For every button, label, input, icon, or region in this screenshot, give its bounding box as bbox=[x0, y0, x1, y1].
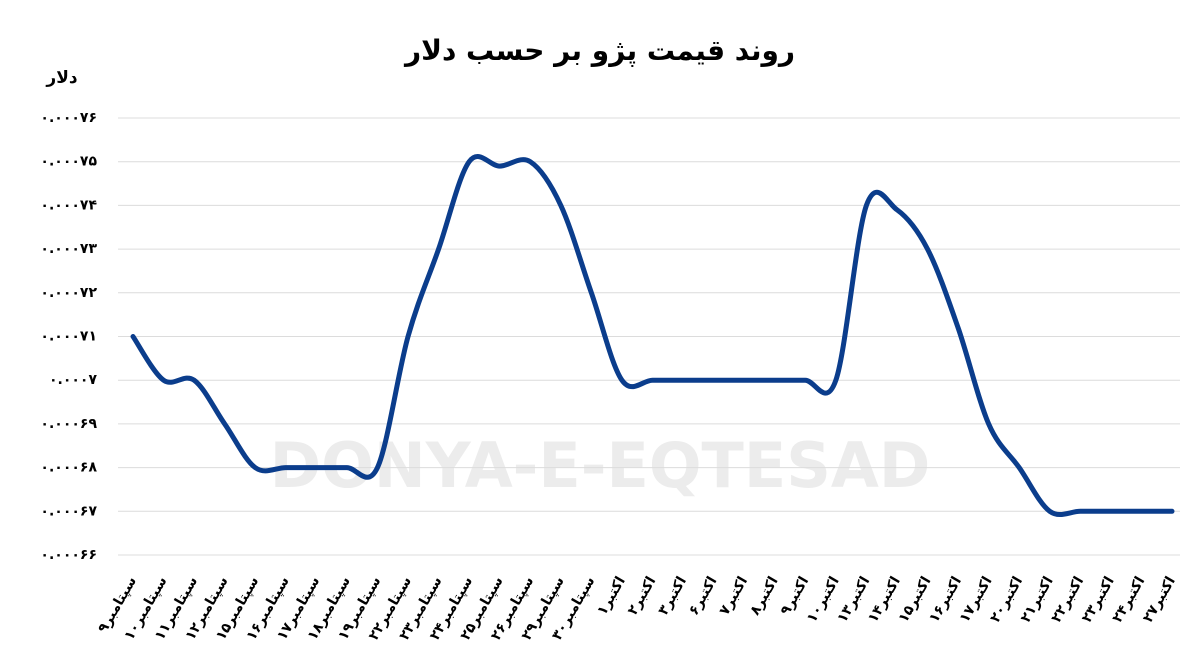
x-tick-label: ۲اکتبر bbox=[625, 574, 660, 618]
y-tick-label: ۰.۰۰۰۷۵ bbox=[40, 154, 97, 170]
y-tick-label: ۰.۰۰۰۶۸ bbox=[40, 460, 97, 476]
x-tick-label: ۸اکتبر bbox=[747, 574, 782, 618]
y-tick-label: ۰.۰۰۰۷۳ bbox=[40, 241, 97, 257]
x-tick-label: ۳اکتبر bbox=[655, 574, 690, 618]
y-tick-label: ۰.۰۰۰۷۶ bbox=[40, 110, 97, 126]
x-tick-label: ۶اکتبر bbox=[686, 574, 721, 618]
y-tick-label: ۰.۰۰۰۶۶ bbox=[40, 547, 97, 563]
y-tick-label: ۰.۰۰۰۷ bbox=[49, 372, 97, 388]
data-line bbox=[130, 154, 1175, 517]
y-tick-label: ۰.۰۰۰۷۴ bbox=[40, 197, 97, 213]
chart-title: روند قیمت پژو بر حسب دلار bbox=[403, 34, 795, 67]
x-tick-label: ۷اکتبر bbox=[716, 574, 751, 618]
y-tick-label: ۰.۰۰۰۷۲ bbox=[40, 285, 97, 301]
y-axis-label: دلار bbox=[45, 68, 77, 88]
x-tick-label: ۱اکتبر bbox=[594, 574, 629, 618]
y-tick-label: ۰.۰۰۰۶۹ bbox=[40, 416, 97, 432]
watermark: DONYA-E-EQTESAD bbox=[270, 429, 931, 502]
y-tick-label: ۰.۰۰۰۶۷ bbox=[40, 503, 97, 519]
y-tick-label: ۰.۰۰۰۷۱ bbox=[40, 329, 97, 345]
